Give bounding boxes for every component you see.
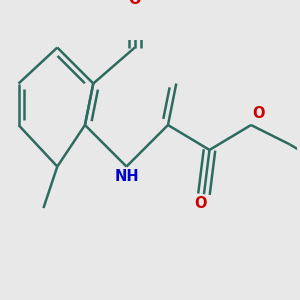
Text: O: O <box>252 106 265 121</box>
Text: O: O <box>128 0 141 7</box>
Text: NH: NH <box>114 169 139 184</box>
Text: O: O <box>195 196 207 211</box>
